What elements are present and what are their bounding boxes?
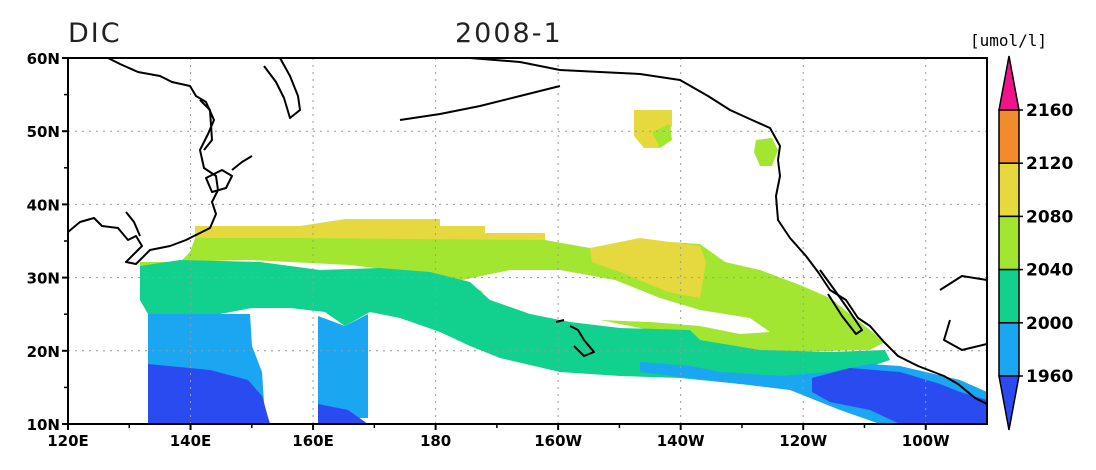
dic-region-teal [140,260,890,384]
y-tick-label: 10N [27,416,60,434]
colorbar-label: 2000 [1026,314,1073,334]
y-tick-label: 30N [27,270,60,288]
coastlines [68,58,987,405]
y-tick-label: 40N [27,196,60,214]
dic-region-gap [462,270,770,334]
dic-region-dark-blue [148,364,270,424]
coast-hawaii [555,319,595,357]
dic-region-coast-patch [754,138,778,166]
map-area [68,58,987,424]
y-tick-label: 20N [27,343,60,361]
coast-japan-hokkaido [205,169,233,193]
coast-us-west [775,159,987,405]
y-tick-label: 60N [27,50,60,68]
dic-region-dark-blue-3 [812,368,987,424]
colorbar-label: 2040 [1026,261,1073,281]
colorbar-label: 1960 [1026,367,1073,387]
x-tick-label: 160W [534,432,582,450]
dic-region-north-patch-green [652,124,672,148]
dic-region-yellow-north [195,219,545,244]
dic-field [140,110,987,424]
coast-asia [68,58,219,265]
coast-kamchatka [263,58,301,119]
coast-aleutian [399,85,561,121]
dic-region-yellow-patch [590,238,706,298]
x-axis: 120E 140E 160E 180 160W 140W 120W 100W [47,424,950,450]
colorbar-bin [998,215,1020,271]
x-tick-label: 160E [292,432,334,450]
coast-gulf [939,275,987,351]
colorbar-label: 2160 [1026,101,1073,121]
x-tick-label: 140E [170,432,212,450]
dic-region-light-blue-2 [318,314,368,418]
dic-region-dark-blue-2 [318,404,368,424]
y-tick-label: 50N [27,123,60,141]
variable-title: DIC [68,18,122,49]
date-title: 2008-1 [455,18,563,49]
colorbar-bin [998,109,1020,164]
coast-kuril [231,155,253,171]
x-tick-label: 120E [47,432,89,450]
colorbar-bin [998,322,1020,377]
x-tick-label: 120W [779,432,827,450]
colorbar: 1960 2000 2040 2080 2120 2160 [998,55,1073,431]
colorbar-bin-bottom [998,375,1020,431]
map-gridlines [68,58,987,424]
x-tick-label: 180 [420,432,451,450]
colorbar-label: 2080 [1026,207,1073,227]
x-tick-label: 140W [657,432,705,450]
colorbar-bin [998,268,1020,324]
coast-korea [125,211,141,237]
colorbar-label: 2120 [1026,154,1073,174]
x-tick-label: 100W [902,432,950,450]
colorbar-bin [998,162,1020,218]
coast-alaska [469,58,781,161]
coast-sakhalin [199,99,213,151]
coast-baja [819,269,863,335]
units-label: [umol/l] [970,31,1047,50]
y-axis: 10N 20N 30N 40N 50N 60N [27,50,68,434]
colorbar-bin-top [998,55,1020,111]
